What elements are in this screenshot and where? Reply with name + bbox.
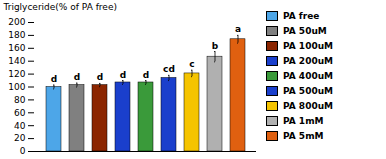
svg-text:60: 60 [14, 108, 26, 118]
svg-text:20: 20 [14, 133, 26, 143]
html-text:PA 100uM: PA 100uM [283, 40, 333, 51]
svg-text:b: b [212, 41, 219, 51]
html-text:PA free: PA free [283, 10, 320, 21]
svg-text:80: 80 [14, 95, 26, 105]
svg-text:120: 120 [8, 69, 25, 79]
html-text:PA 200uM: PA 200uM [283, 55, 333, 66]
svg-text:Triglyceride(% of PA free): Triglyceride(% of PA free) [3, 2, 117, 12]
svg-text:0: 0 [20, 146, 26, 156]
svg-text:d: d [97, 72, 103, 82]
svg-text:d: d [51, 74, 57, 84]
html-text:PA 50uM: PA 50uM [283, 25, 327, 36]
svg-text:d: d [143, 70, 149, 80]
svg-text:40: 40 [14, 121, 26, 131]
svg-text:180: 180 [8, 30, 25, 40]
svg-text:100: 100 [8, 82, 25, 92]
html-text:PA 1mM: PA 1mM [283, 115, 324, 126]
html-text:PA 800uM: PA 800uM [283, 100, 333, 111]
svg-text:c: c [189, 59, 194, 69]
svg-text:140: 140 [8, 56, 25, 66]
html-text:PA 400uM: PA 400uM [283, 70, 333, 81]
svg-text:cd: cd [163, 64, 175, 74]
svg-text:200: 200 [8, 17, 25, 27]
svg-text:d: d [74, 72, 80, 82]
html-text:PA 5mM: PA 5mM [283, 130, 324, 141]
svg-text:a: a [235, 24, 241, 34]
html-text:PA 500uM: PA 500uM [283, 85, 333, 96]
svg-text:d: d [120, 70, 126, 80]
svg-text:160: 160 [8, 43, 25, 53]
